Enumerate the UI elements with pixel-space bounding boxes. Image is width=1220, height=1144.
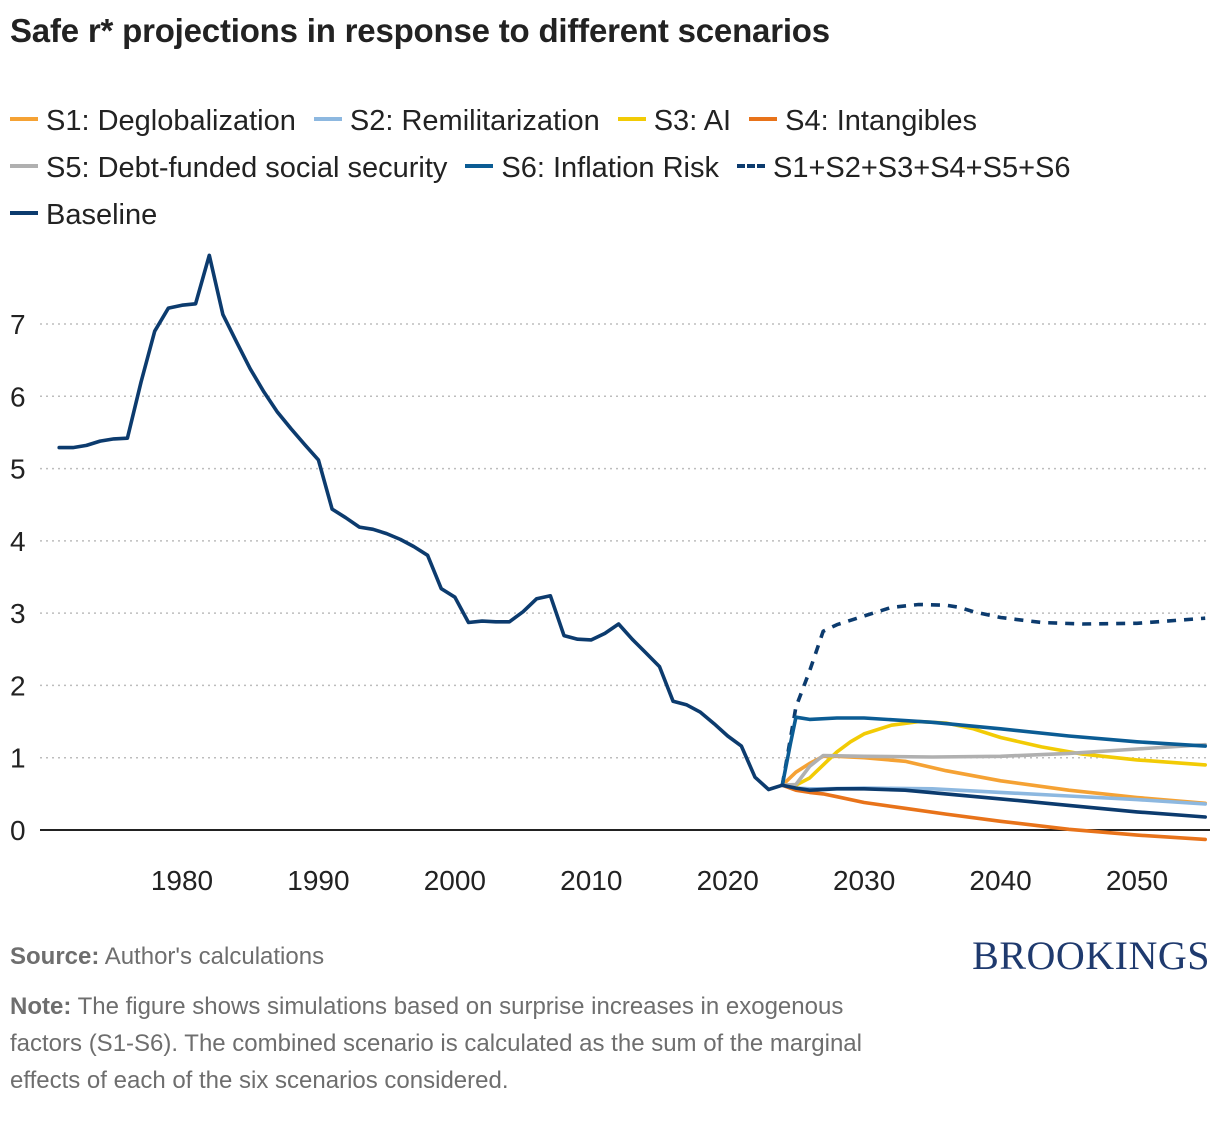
y-tick-label: 4 xyxy=(10,526,26,557)
legend-item: S3: AI xyxy=(617,98,732,145)
y-tick-label: 1 xyxy=(10,743,26,774)
y-tick-label: 0 xyxy=(10,815,26,846)
legend-swatch xyxy=(736,164,765,169)
series-line xyxy=(57,253,1207,819)
series-line xyxy=(780,715,1207,788)
line-chart: 0 1 2 3 4 5 6 7 1980 1990 2000 2010 2020 2030 2040 2050 xyxy=(10,253,1210,896)
legend-item: S2: Remilitarization xyxy=(313,98,600,145)
legend-swatch xyxy=(465,164,494,169)
legend-item: S1: Deglobalization xyxy=(10,98,296,145)
x-tick-label: 1980 xyxy=(151,865,213,896)
note-label: Note: xyxy=(10,993,72,1020)
source-line: Source: Author's calculations xyxy=(10,943,324,971)
x-tick-label: 1990 xyxy=(287,865,349,896)
note-block: Note: The figure shows simulations based… xyxy=(10,988,870,1099)
x-tick-label: 2010 xyxy=(560,865,622,896)
x-tick-label: 2000 xyxy=(424,865,486,896)
legend-item: S6: Inflation Risk xyxy=(465,145,719,192)
legend-label: S2: Remilitarization xyxy=(349,105,600,137)
legend-swatch xyxy=(313,117,342,122)
y-tick-label: 6 xyxy=(10,381,26,412)
series-line xyxy=(780,602,1206,786)
x-tick-label: 2030 xyxy=(833,865,895,896)
x-tick-label: 2020 xyxy=(697,865,759,896)
legend-label: S1: Deglobalization xyxy=(46,105,296,137)
chart-title: Safe r* projections in response to diffe… xyxy=(10,12,830,49)
series-line xyxy=(780,754,1207,806)
legend-swatch xyxy=(10,164,38,169)
source-label: Source: xyxy=(10,943,100,970)
y-tick-label: 2 xyxy=(10,670,26,701)
x-tick-label: 2050 xyxy=(1106,865,1168,896)
legend-label: S1+S2+S3+S4+S5+S6 xyxy=(772,152,1071,184)
legend-item: S1+S2+S3+S4+S5+S6 xyxy=(736,145,1071,192)
legend-swatch xyxy=(749,117,778,122)
series-line xyxy=(780,783,1207,842)
legend-swatch xyxy=(10,211,38,216)
y-tick-label: 5 xyxy=(10,454,26,485)
legend-label: S4: Intangibles xyxy=(785,105,977,137)
legend-item: S5: Debt-funded social security xyxy=(10,145,447,192)
legend-swatch xyxy=(10,117,38,122)
chart-legend: S1: Deglobalization S2: Remilitarization S… xyxy=(10,98,1210,239)
x-tick-label: 2040 xyxy=(969,865,1031,896)
y-tick-label: 3 xyxy=(10,598,26,629)
y-tick-label: 7 xyxy=(10,309,26,340)
legend-label: Baseline xyxy=(46,199,158,231)
legend-label: S3: AI xyxy=(653,105,732,137)
brookings-logo: BROOKINGS xyxy=(972,933,1210,978)
series-line xyxy=(780,742,1207,788)
source-text: Author's calculations xyxy=(104,943,325,970)
note-text: The figure shows simulations based on su… xyxy=(10,993,862,1094)
legend-label: S5: Debt-funded social security xyxy=(46,152,448,184)
legend-swatch xyxy=(617,117,646,122)
legend-label: S6: Inflation Risk xyxy=(501,152,719,184)
legend-item: S4: Intangibles xyxy=(749,98,977,145)
series-line xyxy=(780,719,1207,788)
legend-item: Baseline xyxy=(10,192,157,239)
